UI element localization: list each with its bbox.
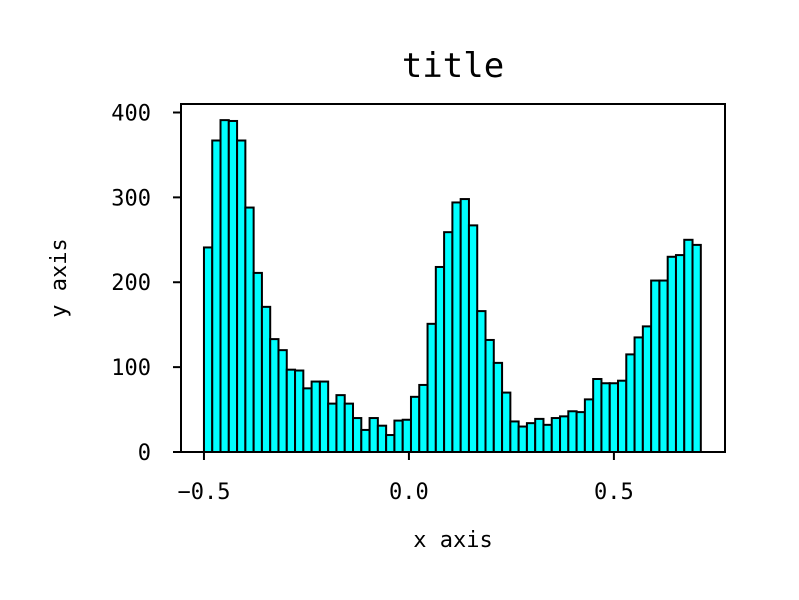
histogram-bar xyxy=(559,415,570,454)
x-ticks: −0.5 0.0 0.5 xyxy=(177,452,634,505)
histogram-bar xyxy=(467,224,479,453)
histogram-bar xyxy=(385,434,396,453)
histogram-bar xyxy=(691,243,702,453)
y-tick-label: 200 xyxy=(111,271,151,296)
histogram-bar xyxy=(227,119,239,453)
histogram-bar xyxy=(517,425,528,454)
bars-group xyxy=(202,119,702,454)
histogram-bar xyxy=(451,201,462,453)
histogram-bar xyxy=(459,198,470,453)
y-axis-label: y axis xyxy=(47,238,72,317)
histogram-bar xyxy=(583,398,595,453)
histogram-bar xyxy=(269,338,280,453)
histogram-bar xyxy=(600,382,611,453)
y-ticks: 0 100 200 300 400 xyxy=(111,101,181,466)
histogram-bar xyxy=(683,238,694,453)
histogram-bar xyxy=(393,419,404,454)
histogram-bar xyxy=(658,279,669,454)
histogram-bar xyxy=(434,265,446,453)
histogram-bar xyxy=(327,402,338,453)
histogram-bar xyxy=(360,428,371,453)
histogram-bar xyxy=(376,424,388,453)
histogram-bar xyxy=(567,410,578,454)
histogram-bar xyxy=(542,423,553,453)
histogram-bar xyxy=(501,391,512,453)
histogram-bar xyxy=(343,402,355,453)
histogram-bar xyxy=(550,417,562,453)
histogram-bar xyxy=(443,231,454,453)
x-tick-label: −0.5 xyxy=(177,480,230,505)
histogram-bar xyxy=(509,420,520,454)
histogram-bar xyxy=(277,349,288,453)
histogram-bar xyxy=(310,380,321,453)
y-tick-label: 300 xyxy=(111,186,151,211)
histogram-bar xyxy=(318,380,330,453)
y-tick-label: 100 xyxy=(111,356,151,381)
histogram-bar xyxy=(236,139,247,453)
histogram-bar xyxy=(534,417,545,453)
histogram-bar xyxy=(285,368,297,454)
histogram-bar xyxy=(608,382,620,453)
histogram-bar xyxy=(335,394,346,454)
histogram-bar xyxy=(575,411,586,454)
histogram-bar xyxy=(617,379,628,454)
histogram-bar xyxy=(476,310,487,454)
histogram-bar xyxy=(202,246,214,453)
plot-frame xyxy=(180,103,726,453)
histogram-bar xyxy=(409,395,421,453)
histogram-bar xyxy=(641,325,653,454)
histogram-bar xyxy=(625,353,636,454)
x-tick-label: 0.0 xyxy=(389,480,429,505)
histogram-bar xyxy=(592,378,603,454)
histogram-bar xyxy=(302,387,313,453)
histogram-bar xyxy=(252,271,263,453)
histogram-bar xyxy=(219,119,230,453)
histogram-bar xyxy=(633,336,644,454)
histogram-bar xyxy=(294,369,305,453)
histogram-bar xyxy=(484,338,495,453)
y-tick-label: 0 xyxy=(138,441,151,466)
x-axis-label: x axis xyxy=(413,528,492,553)
histogram-bar xyxy=(426,322,437,453)
histogram-bar xyxy=(260,305,272,454)
histogram-bar xyxy=(674,254,686,453)
histogram-bar xyxy=(525,422,537,453)
histogram-bar xyxy=(666,255,677,453)
histogram-bar xyxy=(211,139,222,453)
histogram-bar xyxy=(244,206,255,453)
histogram-bar xyxy=(352,417,363,453)
chart-title: title xyxy=(402,46,504,86)
histogram-bar xyxy=(492,361,504,453)
histogram-bar xyxy=(418,383,429,454)
histogram-bar xyxy=(368,417,379,453)
histogram-bar xyxy=(650,279,661,454)
histogram-bar xyxy=(401,418,412,453)
x-tick-label: 0.5 xyxy=(594,480,634,505)
y-tick-label: 400 xyxy=(111,101,151,126)
